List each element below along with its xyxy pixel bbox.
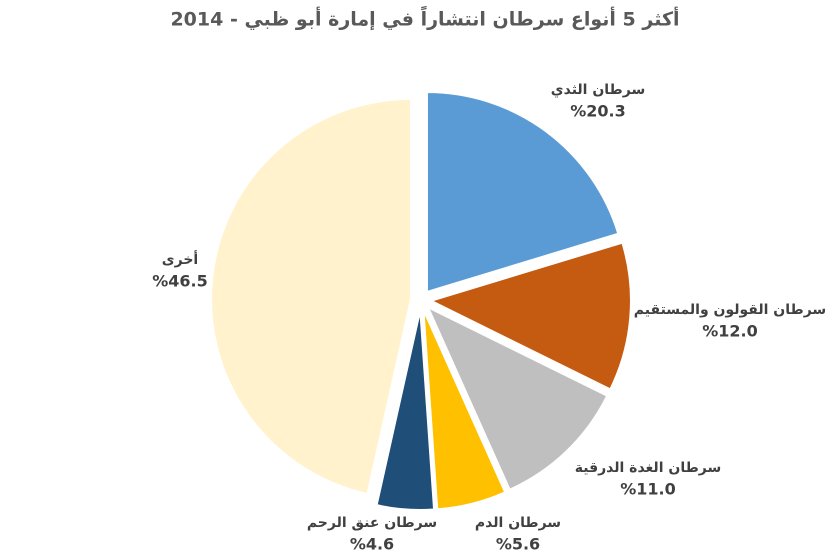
chart-title: أكثر 5 أنواع سرطان انتشاراً في إمارة أبو…	[170, 5, 679, 30]
pie-slice	[375, 309, 436, 511]
value-label: %11.0	[620, 480, 676, 499]
value-label: %5.6	[496, 535, 540, 554]
slice-label: سرطان القولون والمستقيم	[634, 302, 826, 318]
slice-label: سرطان الغدة الدرقية	[575, 460, 722, 476]
slice-label: أخرى	[162, 250, 198, 268]
slice-label: سرطان عنق الرحم	[307, 515, 437, 531]
pie-slice	[422, 309, 507, 511]
pie-slice	[425, 305, 609, 492]
value-label: %12.0	[702, 322, 758, 341]
pie-slice	[210, 97, 413, 496]
value-label: %46.5	[152, 272, 208, 291]
value-label: %4.6	[350, 535, 394, 554]
pie-slice	[428, 241, 632, 391]
slice-label: سرطان الدم	[475, 515, 561, 531]
pie-slice	[425, 90, 620, 294]
value-label: %20.3	[570, 102, 626, 121]
slice-label: سرطان الثدي	[551, 82, 645, 99]
